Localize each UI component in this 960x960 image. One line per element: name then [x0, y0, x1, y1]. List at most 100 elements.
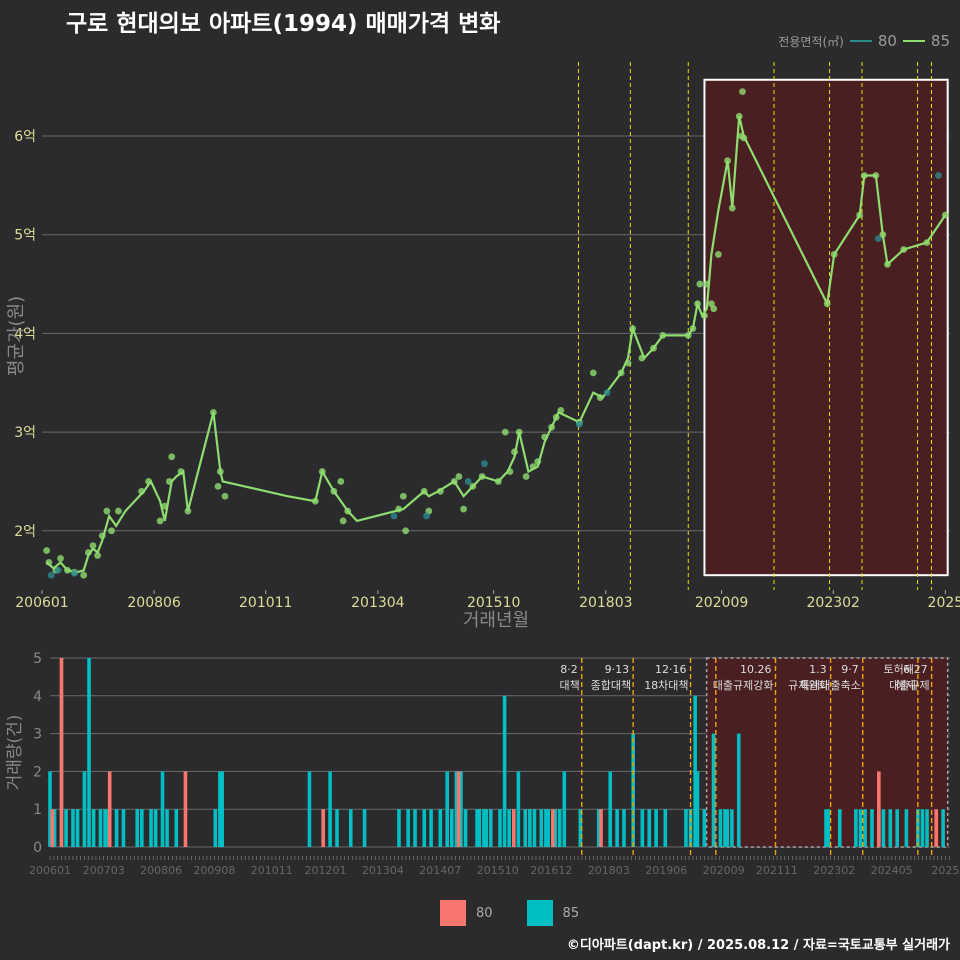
point-85	[156, 517, 164, 525]
point-85	[115, 507, 122, 515]
point-80	[603, 389, 611, 397]
bar-85	[553, 809, 557, 847]
bar-85	[557, 809, 562, 847]
point-85	[57, 555, 64, 562]
x-tick-label: 202405	[871, 864, 913, 877]
bar-85	[114, 809, 119, 847]
x-tick-label: 202302	[813, 864, 855, 877]
point-80	[935, 172, 942, 179]
y-tick-label: 5	[33, 651, 42, 667]
price-chart: 2억 3억 4억 5억 6억 200601 200806 201011 201304 201510…	[6, 62, 960, 631]
point-85	[214, 482, 222, 490]
point-85	[168, 453, 176, 461]
legend-item-85: 85	[930, 32, 950, 50]
bar-85	[596, 809, 601, 847]
point-85	[710, 305, 718, 313]
x-tick-label: 200703	[83, 864, 125, 877]
bar-80	[934, 809, 939, 847]
bar-85	[149, 809, 153, 847]
bar-85	[858, 809, 863, 847]
point-80	[390, 512, 398, 520]
x-axis-label: 거래년월	[463, 610, 529, 631]
point-80	[575, 420, 583, 428]
point-85	[94, 552, 101, 559]
policy-label: 8·2	[560, 663, 578, 676]
point-85	[43, 547, 51, 554]
point-85	[108, 527, 115, 535]
bar-85	[422, 809, 427, 847]
point-80	[423, 512, 430, 520]
point-85	[460, 505, 467, 513]
x-tick-label: 202302	[807, 595, 860, 611]
bar-85	[475, 809, 479, 847]
credit-text: ©디아파트(dapt.kr) / 2025.08.12 / 자료=국토교통부 실…	[566, 938, 950, 953]
y-tick-label: 2억	[14, 524, 36, 540]
policy-label: 종합대책	[591, 679, 631, 692]
bar-85	[406, 809, 410, 847]
bar-80	[321, 809, 326, 847]
bar-85	[837, 809, 842, 847]
bar-85	[153, 809, 158, 847]
bar-85	[532, 809, 537, 847]
bar-85	[562, 771, 567, 847]
chart-title: 구로 현대의보 아파트(1994) 매매가격 변화	[66, 11, 501, 37]
bar-85	[718, 809, 723, 847]
legend-bottom: 80 85	[440, 900, 579, 926]
point-85	[103, 507, 111, 515]
x-tick-label: 200601	[15, 595, 68, 611]
bar-80	[107, 771, 112, 847]
y-tick-label: 3억	[14, 425, 36, 441]
series-line-85	[45, 116, 947, 574]
bar-85	[445, 771, 449, 847]
bar-85	[888, 809, 893, 847]
x-tick-label: 200806	[140, 864, 182, 877]
point-80	[481, 460, 488, 468]
bar-85	[71, 809, 75, 847]
bar-85	[135, 809, 140, 847]
bar-80	[599, 809, 603, 847]
bar-85	[91, 809, 96, 847]
policy-label: 10.26	[740, 663, 772, 676]
policy-label: 1.3	[809, 663, 827, 676]
bar-85	[615, 809, 619, 847]
x-tick-label: 201407	[419, 864, 461, 877]
point-85	[221, 492, 229, 500]
bar-85	[64, 809, 68, 847]
legend-item-80: 80	[877, 32, 897, 50]
y-tick-label: 6억	[14, 129, 36, 145]
bar-85	[693, 695, 697, 847]
x-tick-label: 201011	[251, 864, 293, 877]
bar-85	[429, 809, 433, 847]
x-tick-label: 202009	[703, 864, 745, 877]
bar-85	[523, 809, 528, 847]
x-tick-label: 202111	[756, 864, 798, 877]
bar-80	[511, 809, 516, 847]
bar-85	[881, 809, 886, 847]
x-tick-label: 201803	[588, 864, 630, 877]
bar-85	[397, 809, 401, 847]
bar-85	[82, 771, 87, 847]
x-tick-label: 202009	[695, 595, 748, 611]
bar-85	[484, 809, 489, 847]
bar-85	[507, 809, 511, 847]
volume-chart: 0 1 2 3 4 5 8·2 대책 9·13 종합대책 12·16 18차대책 10.26 대출규제강화…	[5, 651, 959, 877]
bar-85	[723, 809, 727, 847]
x-tick-label: 201201	[305, 864, 347, 877]
legend-swatch-80	[849, 40, 872, 42]
point-85	[339, 517, 347, 525]
policy-label: 대출규제	[889, 679, 929, 692]
policy-label: 6·27	[903, 663, 928, 676]
bar-85	[941, 809, 945, 847]
x-tick-label: 2025	[928, 595, 960, 611]
bar-85	[539, 809, 544, 847]
highlight-region	[703, 78, 949, 577]
bar-85	[459, 771, 463, 847]
bar-85	[920, 809, 925, 847]
bar-85	[75, 809, 80, 847]
bar-85	[413, 809, 417, 847]
y-tick-label: 0	[33, 840, 42, 856]
bar-85	[640, 809, 645, 847]
bar-85	[925, 809, 929, 847]
legend-swatch-85	[902, 40, 925, 42]
